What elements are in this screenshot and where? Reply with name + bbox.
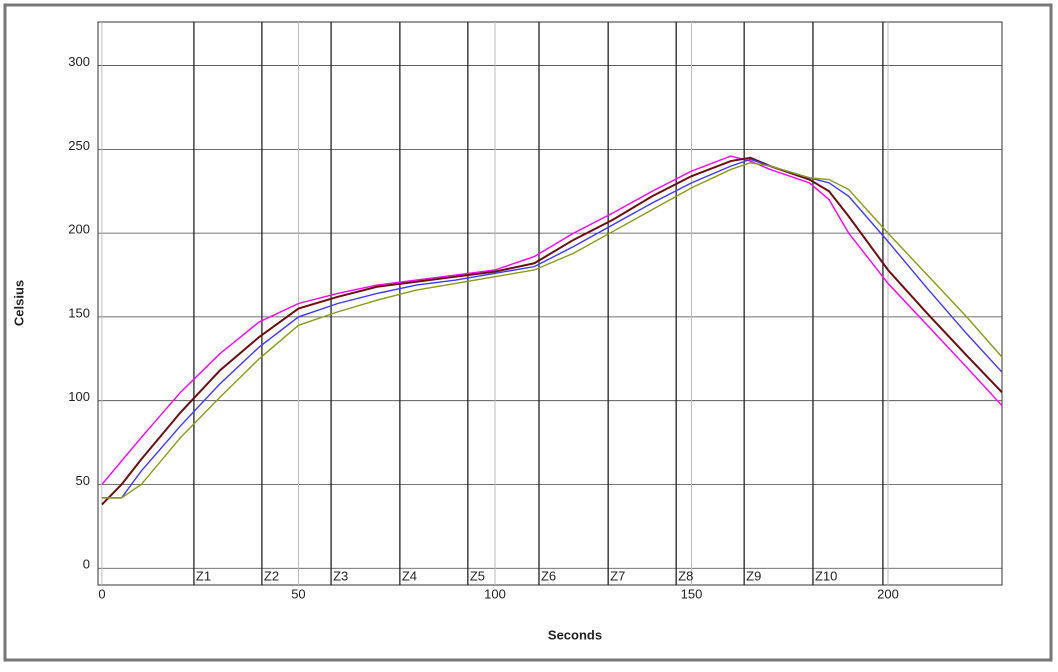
y-tick-label: 150: [68, 305, 90, 320]
zone-label: Z5: [470, 568, 485, 583]
zone-label: Z8: [678, 568, 693, 583]
series-line: [101, 155, 1003, 485]
y-tick-label: 250: [68, 138, 90, 153]
zone-label: Z10: [815, 568, 837, 583]
x-tick-label: 50: [291, 586, 305, 601]
y-axis-title: Celsius: [11, 280, 26, 326]
y-tick-label: 100: [68, 389, 90, 404]
zone-label: Z4: [402, 568, 417, 583]
series-line: [101, 158, 1003, 499]
zone-label: Z1: [196, 568, 211, 583]
zone-label: Z6: [541, 568, 556, 583]
zone-label: Z9: [746, 568, 761, 583]
x-tick-label: 0: [98, 586, 105, 601]
y-tick-label: 200: [68, 222, 90, 237]
plot-area: [97, 21, 1003, 586]
zone-label: Z2: [264, 568, 279, 583]
x-axis-title: Seconds: [548, 627, 602, 642]
x-tick-label: 200: [877, 586, 899, 601]
zone-label: Z7: [610, 568, 625, 583]
series-line: [101, 156, 1003, 506]
x-tick-label: 150: [681, 586, 703, 601]
y-tick-label: 300: [68, 54, 90, 69]
y-tick-label: 0: [83, 557, 90, 572]
zone-label: Z3: [333, 568, 348, 583]
x-tick-label: 100: [484, 586, 506, 601]
y-tick-label: 50: [76, 473, 90, 488]
series-line: [101, 162, 1003, 499]
